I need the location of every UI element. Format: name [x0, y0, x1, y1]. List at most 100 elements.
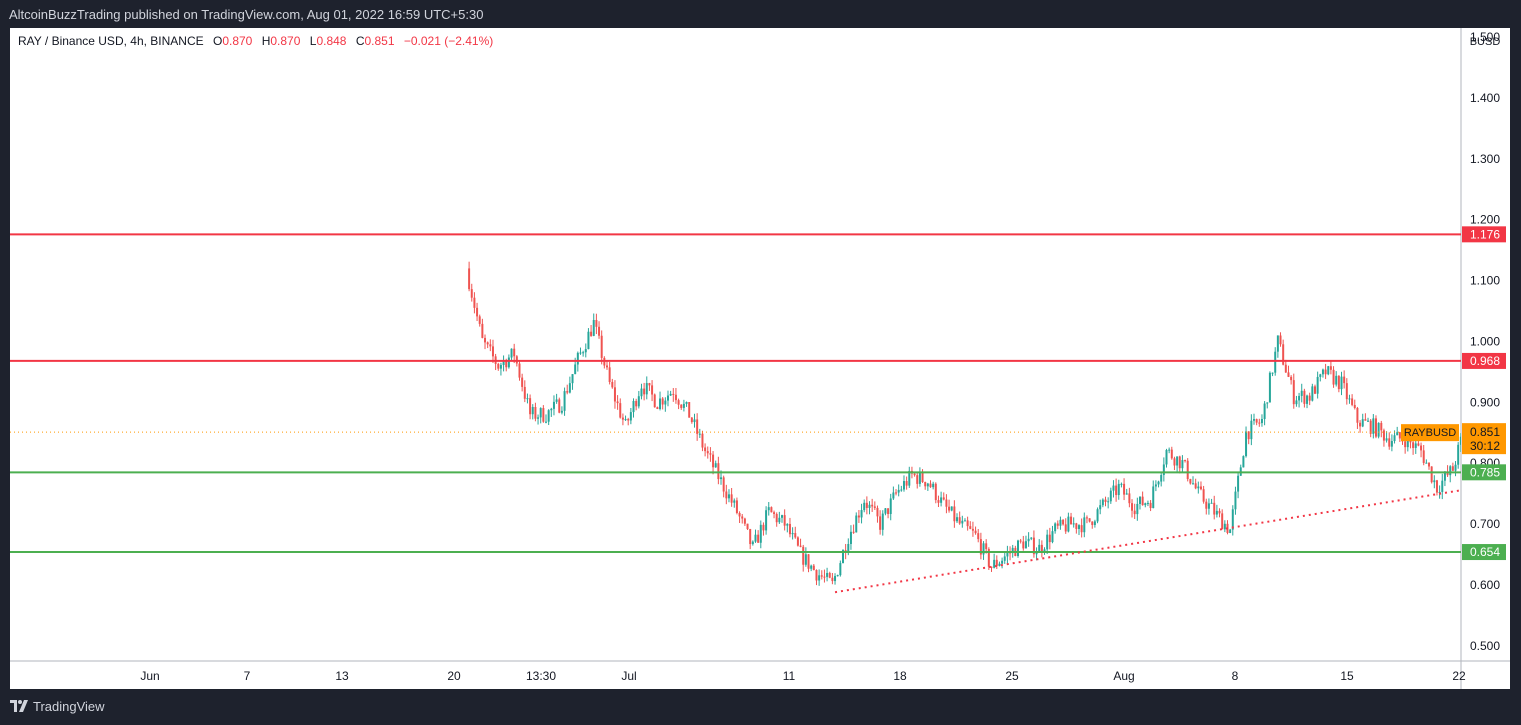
candle-body: [1091, 521, 1094, 525]
candle-body: [502, 360, 505, 365]
candle-body: [1353, 404, 1356, 408]
candle-body: [1101, 499, 1104, 506]
candle-body: [1242, 456, 1245, 468]
candle-body: [651, 385, 654, 395]
candle-body: [1064, 524, 1067, 532]
candle-body: [563, 391, 566, 411]
candle-body: [1332, 369, 1335, 385]
candle-body: [1202, 489, 1205, 502]
tradingview-logo-icon: [10, 700, 28, 712]
x-tick-label: 13: [335, 669, 349, 683]
candle-body: [1404, 441, 1407, 448]
candle-body: [828, 572, 831, 578]
candle-body: [672, 393, 675, 395]
candle-body: [1292, 380, 1295, 405]
candle-body: [1295, 400, 1298, 405]
candle-body: [902, 481, 905, 490]
candle-body: [937, 500, 940, 503]
x-tick-label: 15: [1340, 669, 1354, 683]
candle-body: [1104, 499, 1107, 502]
candle-body: [1141, 496, 1144, 506]
candle-body: [666, 395, 669, 401]
candle-body: [505, 360, 508, 368]
candle-body: [1099, 505, 1102, 510]
candle-body: [897, 489, 900, 493]
candle-body: [616, 401, 619, 404]
candle-body: [1516, 422, 1518, 437]
candle-body: [1274, 351, 1277, 373]
candle-body: [974, 530, 977, 534]
ticker-tag-label: RAYBUSD: [1404, 427, 1456, 439]
candle-body: [1513, 416, 1515, 422]
candle-body: [513, 348, 516, 357]
candle-body: [770, 507, 773, 513]
close-value: 0.851: [364, 34, 395, 48]
candle-body: [1367, 420, 1370, 422]
candle-body: [849, 531, 852, 544]
candle-body: [985, 543, 988, 550]
price-chart[interactable]: 1.5001.4001.3001.2001.1001.0000.9000.800…: [0, 0, 1521, 689]
candle-body: [791, 533, 794, 535]
candle-body: [836, 575, 839, 577]
candle-body: [1149, 502, 1152, 509]
candle-body: [1144, 503, 1147, 506]
candle-body: [1250, 420, 1253, 440]
candle-body: [1032, 537, 1035, 555]
candle-body: [762, 524, 765, 531]
y-tick-label: 1.400: [1470, 91, 1500, 105]
y-tick-label: 1.000: [1470, 334, 1500, 348]
candle-body: [1123, 483, 1126, 495]
candle-body: [1072, 523, 1075, 525]
high-label: H: [261, 34, 271, 48]
candle-body: [1210, 502, 1213, 504]
candle-body: [1284, 364, 1287, 373]
candle-body: [834, 576, 837, 582]
candle-body: [1038, 544, 1041, 552]
candle-body: [1178, 456, 1181, 469]
candle-body: [1048, 534, 1051, 543]
candle-body: [1059, 519, 1062, 526]
y-tick-label: 1.200: [1470, 213, 1500, 227]
candle-body: [1056, 523, 1059, 526]
chart-panel[interactable]: RAY / Binance USD, 4h, BINANCE O0.870 H0…: [10, 28, 1510, 689]
candle-body: [1011, 547, 1014, 554]
candle-body: [1393, 435, 1396, 442]
candle-body: [857, 515, 860, 518]
candle-body: [558, 399, 561, 413]
low-value: 0.848: [316, 34, 347, 48]
candle-body: [1276, 335, 1279, 352]
candle-body: [1096, 509, 1099, 522]
candle-body: [1003, 556, 1006, 561]
candle-body: [1247, 431, 1250, 440]
candle-body: [1181, 460, 1184, 469]
candle-body: [759, 524, 762, 543]
candle-body: [624, 419, 627, 421]
candle-body: [1223, 523, 1226, 530]
candle-body: [1051, 531, 1054, 543]
candle-body: [605, 365, 608, 368]
candle-body: [592, 319, 595, 336]
candle-body: [470, 289, 473, 298]
x-tick-label: 25: [1005, 669, 1019, 683]
candle-body: [574, 364, 577, 375]
candle-body: [823, 576, 826, 578]
candle-body: [1313, 386, 1316, 394]
candle-body: [796, 537, 799, 546]
candle-body: [1425, 462, 1428, 464]
candle-body: [1112, 485, 1115, 491]
candle-body: [1085, 517, 1088, 519]
candle-body: [720, 477, 723, 480]
candle-body: [889, 498, 892, 515]
candle-body: [773, 512, 776, 515]
y-tick-label: 1.500: [1470, 30, 1500, 44]
candle-body: [1321, 369, 1324, 375]
candle-body: [1046, 534, 1049, 550]
candle-body: [688, 402, 691, 418]
candle-body: [1125, 493, 1128, 495]
ascending-trendline[interactable]: [834, 432, 1521, 594]
candle-body: [839, 563, 842, 576]
last-price-tag: [1462, 423, 1506, 455]
candle-body: [1428, 462, 1431, 467]
candle-body: [1205, 501, 1208, 509]
candle-body: [706, 451, 709, 454]
